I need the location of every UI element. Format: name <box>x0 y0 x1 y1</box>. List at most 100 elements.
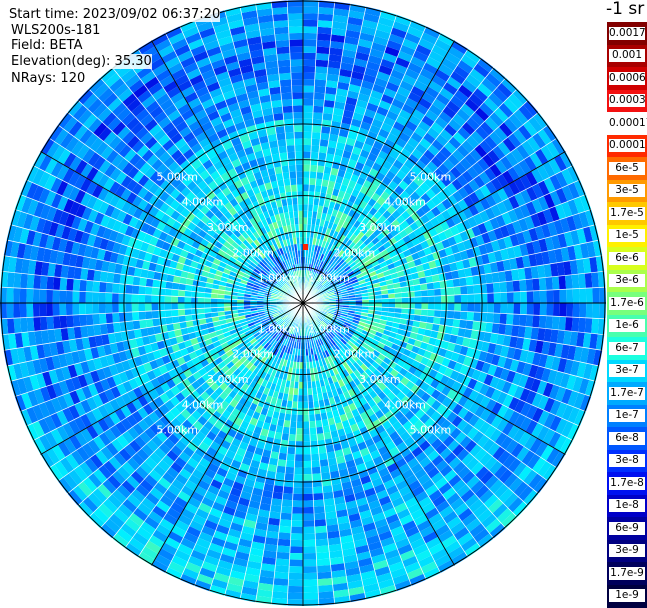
range-gate-cell <box>139 311 146 320</box>
range-gate-cell <box>139 286 146 295</box>
range-gate-cell <box>323 492 334 500</box>
range-gate-cell <box>573 289 580 304</box>
range-gate-cell <box>125 303 132 312</box>
range-gate-cell <box>139 320 147 329</box>
range-gate-cell <box>506 281 513 292</box>
range-gate-cell <box>314 513 326 521</box>
range-gate-cell <box>126 321 134 331</box>
range-gate-cell <box>146 278 154 287</box>
range-gate-cell <box>428 289 435 296</box>
range-gate-cell <box>296 435 303 442</box>
range-gate-cell <box>299 375 303 382</box>
range-gate-cell <box>60 278 68 291</box>
range-gate-cell <box>447 287 454 295</box>
range-gate-cell <box>158 303 165 311</box>
range-gate-cell <box>461 303 468 312</box>
range-gate-cell <box>415 303 422 309</box>
range-gate-cell <box>291 527 303 534</box>
range-gate-cell <box>152 287 159 295</box>
range-gate-cell <box>395 303 402 308</box>
range-gate-cell <box>40 303 47 317</box>
range-gate-cell <box>299 382 304 389</box>
range-gate-cell <box>453 319 461 328</box>
range-gate-cell <box>315 532 328 540</box>
range-gate-cell <box>500 292 507 303</box>
range-gate-cell <box>178 309 185 316</box>
range-gate-cell <box>513 314 521 326</box>
range-gate-cell <box>303 579 318 586</box>
range-gate-cell <box>99 282 106 293</box>
range-gate-cell <box>273 585 289 593</box>
range-gate-cell <box>318 446 327 454</box>
range-gate-cell <box>284 473 294 480</box>
range-gate-cell <box>540 290 547 303</box>
range-gate-cell <box>86 292 93 303</box>
range-gate-cell <box>291 414 298 421</box>
range-gate-cell <box>290 540 303 547</box>
range-gate-cell <box>311 460 320 467</box>
range-gate-cell <box>566 289 573 303</box>
range-gate-cell <box>454 311 461 320</box>
range-gate-cell <box>303 178 310 185</box>
range-gate-cell <box>292 514 303 521</box>
range-gate-cell <box>460 286 467 295</box>
range-gate-cell <box>311 139 320 146</box>
range-gate-cell <box>408 297 415 303</box>
range-gate-cell <box>112 293 119 303</box>
range-gate-cell <box>289 428 296 435</box>
range-gate-cell <box>454 303 461 311</box>
range-gate-cell <box>86 303 93 314</box>
range-gate-cell <box>79 303 86 315</box>
range-gate-cell <box>316 559 330 567</box>
range-gate-cell <box>288 441 296 448</box>
range-gate-cell <box>316 47 330 55</box>
range-gate-cell <box>126 275 134 285</box>
range-gate-cell <box>191 291 198 297</box>
range-gate-cell <box>204 303 211 308</box>
range-gate-cell <box>317 27 332 35</box>
range-gate-cell <box>315 526 327 534</box>
range-gate-cell <box>303 198 309 205</box>
range-gate-cell <box>485 273 493 284</box>
range-gate-cell <box>467 294 474 303</box>
range-gate-cell <box>185 309 192 316</box>
range-gate-cell <box>158 310 165 318</box>
range-gate-cell <box>191 303 198 309</box>
range-gate-cell <box>421 303 428 310</box>
range-gate-cell <box>303 586 318 593</box>
range-gate-cell <box>520 303 527 315</box>
range-gate-cell <box>224 299 231 303</box>
range-gate-cell <box>47 276 55 290</box>
range-gate-cell <box>303 204 308 211</box>
range-gate-cell <box>303 487 313 494</box>
range-gate-cell <box>272 492 283 500</box>
range-gate-cell <box>494 303 501 313</box>
range-gate-cell <box>279 446 288 454</box>
range-gate-cell <box>93 314 100 325</box>
range-gate-cell <box>487 293 494 303</box>
range-gate-cell <box>303 533 315 540</box>
range-gate-cell <box>314 93 325 100</box>
range-gate-cell <box>107 323 115 334</box>
range-gate-cell <box>288 592 304 599</box>
range-gate-cell <box>152 303 159 311</box>
range-gate-cell <box>290 553 303 560</box>
range-gate-cell <box>375 303 382 307</box>
range-gate-cell <box>20 303 27 318</box>
range-gate-cell <box>532 278 540 291</box>
range-gate-cell <box>303 467 312 474</box>
range-gate-cell <box>296 428 303 435</box>
range-gate-cell <box>145 303 152 311</box>
range-gate-cell <box>532 315 540 328</box>
range-gate-cell <box>318 578 333 586</box>
range-gate-cell <box>132 303 139 312</box>
range-gate-cell <box>292 507 303 514</box>
range-gate-cell <box>204 298 211 303</box>
range-gate-cell <box>73 279 81 291</box>
range-gate-cell <box>320 459 329 467</box>
range-gate-cell <box>73 315 81 327</box>
range-gate-cell <box>303 105 313 112</box>
range-gate-cell <box>171 289 178 296</box>
range-gate-cell <box>421 309 428 316</box>
range-gate-cell <box>66 303 73 315</box>
